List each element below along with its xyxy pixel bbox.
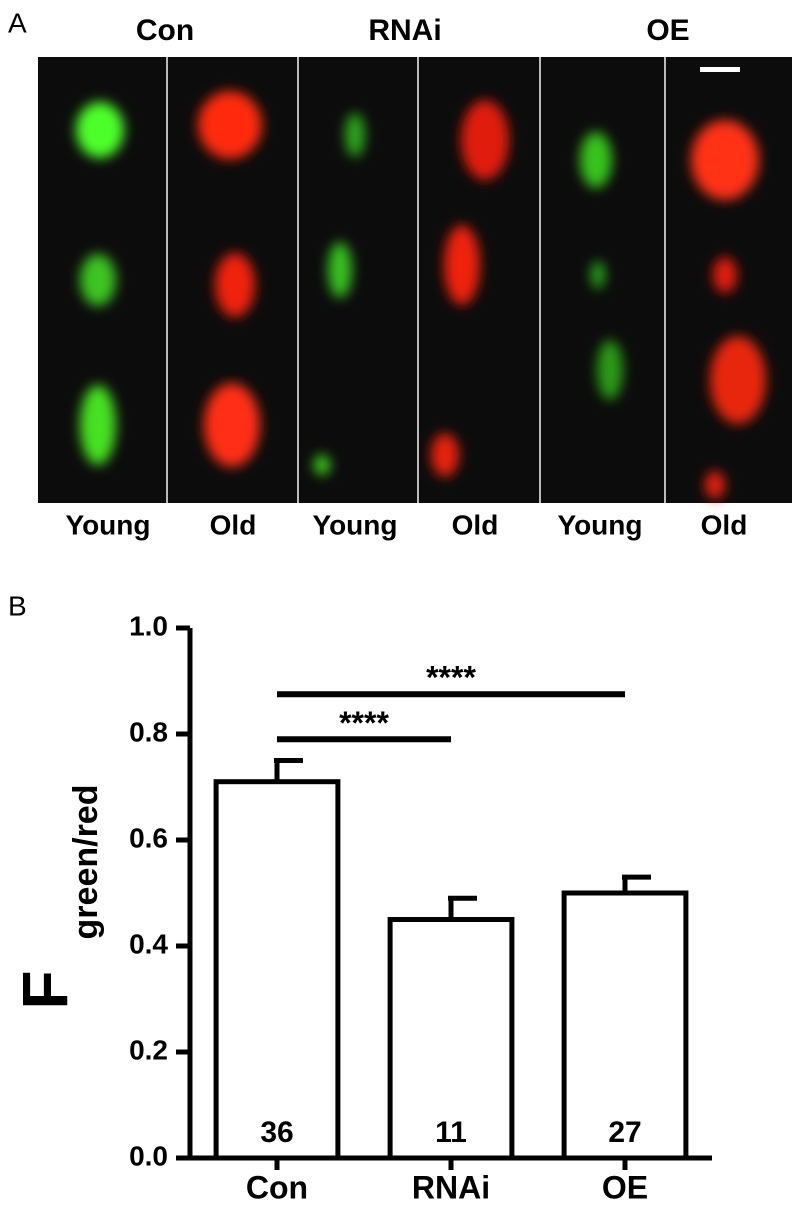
red-signal <box>198 91 766 499</box>
column-label: Young <box>65 509 150 540</box>
bar <box>387 917 515 1161</box>
column-label: Old <box>210 509 257 540</box>
panel-label: B <box>8 590 27 621</box>
y-tick-label: 0.0 <box>129 1140 168 1171</box>
y-tick-label: 0.2 <box>129 1034 168 1065</box>
panel-label: A <box>8 7 27 38</box>
column-label: Young <box>312 509 397 540</box>
panel-dividers <box>166 57 666 503</box>
count-label: 11 <box>435 1116 467 1149</box>
group-title: Con <box>136 14 194 47</box>
micrographs <box>38 57 792 503</box>
bar <box>213 779 341 1161</box>
count-label: 36 <box>260 1116 293 1149</box>
bar <box>561 890 689 1161</box>
significance-label: **** <box>426 660 476 696</box>
x-tick-label: Con <box>246 1169 308 1205</box>
y-axis-label-sub: green/red <box>67 785 105 940</box>
y-axis-label: F <box>9 970 81 1009</box>
group-title: OE <box>646 14 689 47</box>
x-tick-label: RNAi <box>412 1169 490 1205</box>
column-label: Old <box>452 509 499 540</box>
x-tick-label: OE <box>602 1169 648 1205</box>
y-tick-label: 0.8 <box>129 716 168 747</box>
column-label: Young <box>557 509 642 540</box>
image-background <box>38 57 792 503</box>
group-title: RNAi <box>368 14 441 47</box>
y-tick-label: 1.0 <box>129 610 168 641</box>
significance-label: **** <box>339 705 389 741</box>
green-signal <box>76 102 623 475</box>
y-tick-label: 0.6 <box>129 822 168 853</box>
column-label: Old <box>701 509 748 540</box>
y-tick-label: 0.4 <box>129 928 168 959</box>
scale-bar <box>700 67 740 72</box>
count-label: 27 <box>608 1116 641 1149</box>
